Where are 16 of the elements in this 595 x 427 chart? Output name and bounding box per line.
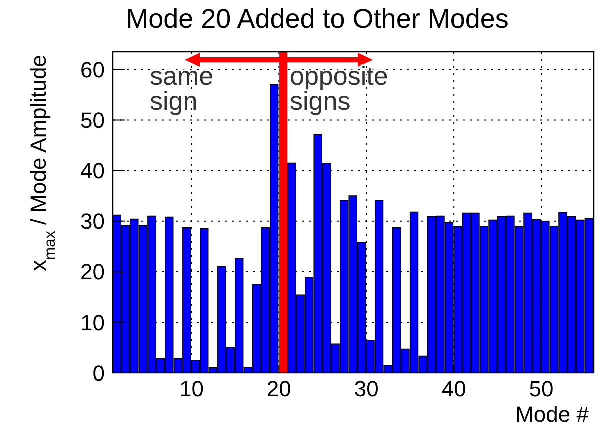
y-tick-label: 40: [80, 158, 105, 184]
x-tick-label: 40: [442, 376, 466, 402]
annotation: same sign: [150, 61, 214, 116]
y-tick-label: 10: [80, 310, 105, 336]
y-tick-label: 20: [80, 260, 105, 285]
y-tick-label: 60: [80, 58, 105, 83]
y-tick-label: 50: [80, 108, 105, 134]
x-tick-label: 30: [354, 376, 379, 402]
x-axis-title: Mode #: [516, 402, 590, 427]
chart-title: Mode 20 Added to Other Modes: [126, 4, 509, 34]
x-tick-label: 10: [179, 376, 204, 402]
y-tick-label: 0: [92, 360, 105, 386]
x-tick-label: 20: [266, 376, 292, 402]
y-tick-label: 30: [80, 209, 105, 234]
x-tick-label: 50: [529, 376, 554, 402]
annotation: opposite signs: [290, 61, 388, 116]
